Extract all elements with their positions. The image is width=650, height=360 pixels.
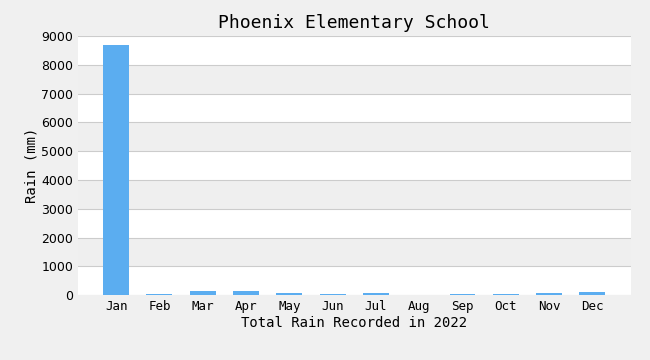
Bar xyxy=(78,238,630,266)
Y-axis label: Rain (mm): Rain (mm) xyxy=(24,128,38,203)
Bar xyxy=(493,294,519,295)
Bar xyxy=(320,294,346,295)
X-axis label: Total Rain Recorded in 2022: Total Rain Recorded in 2022 xyxy=(241,316,467,330)
Bar xyxy=(78,151,630,180)
Bar xyxy=(78,65,630,94)
Bar xyxy=(78,36,630,65)
Bar xyxy=(78,94,630,122)
Bar xyxy=(450,294,476,295)
Bar xyxy=(190,292,216,295)
Bar xyxy=(78,209,630,238)
Bar xyxy=(233,291,259,295)
Bar xyxy=(363,293,389,295)
Bar xyxy=(78,122,630,151)
Bar xyxy=(579,292,605,295)
Bar xyxy=(103,45,129,295)
Bar xyxy=(78,266,630,295)
Bar xyxy=(78,180,630,209)
Bar xyxy=(146,294,172,295)
Bar xyxy=(276,293,302,295)
Title: Phoenix Elementary School: Phoenix Elementary School xyxy=(218,14,490,32)
Bar xyxy=(536,293,562,295)
